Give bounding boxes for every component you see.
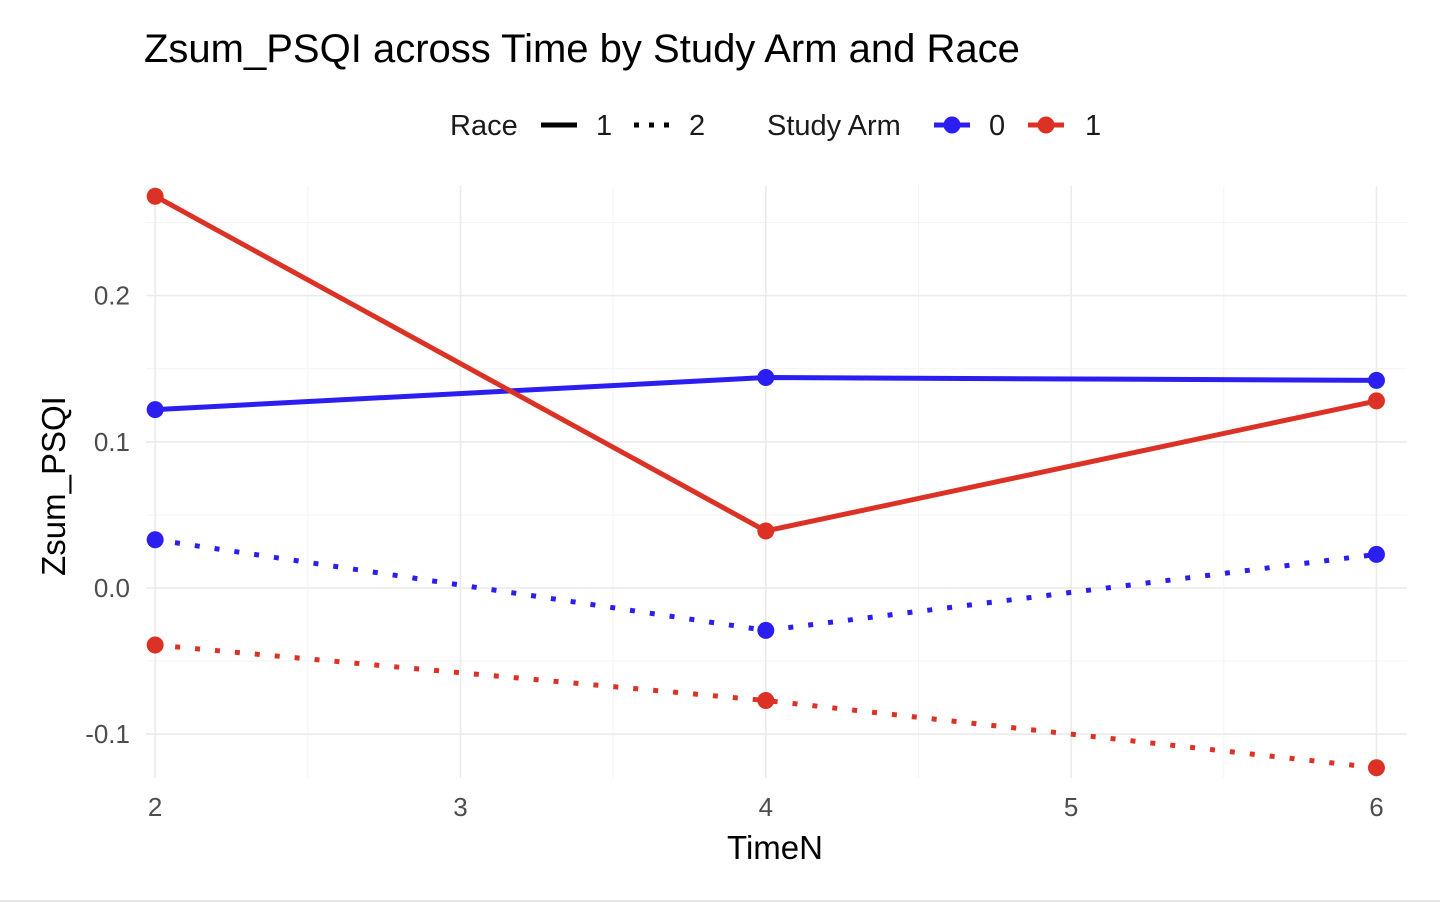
legend-arm-0-point [943,116,961,134]
x-tick-label: 6 [1369,792,1383,822]
x-tick-label: 4 [759,792,773,822]
data-point-arm-0-race-2 [1367,545,1385,563]
legend: Race 1 2 Study Arm 0 1 [450,110,1101,142]
series-line-arm-1-race-2 [154,642,1377,771]
legend-arm-1-point [1037,116,1055,134]
y-tick-label: 0.2 [94,281,130,311]
data-point-arm-1-race-1 [757,522,775,540]
legend-arm-0-label: 0 [989,110,1005,142]
points-layer [146,187,1385,777]
y-tick-label: -0.1 [85,719,130,749]
legend-race-1-label: 1 [596,110,612,142]
y-axis-tick-labels: 0.2 0.1 0.0 -0.1 [85,281,130,750]
x-axis-title: TimeN [727,829,823,866]
data-point-arm-1-race-2 [146,636,164,654]
y-tick-label: 0.0 [94,573,130,603]
data-point-arm-1-race-2 [757,692,775,710]
data-point-arm-0-race-1 [1367,371,1385,389]
y-axis-title: Zsum_PSQI [35,396,72,576]
data-point-arm-0-race-2 [757,621,775,639]
plot-area [146,186,1407,778]
y-tick-label: 0.1 [94,427,130,457]
data-point-arm-1-race-1 [1367,392,1385,410]
gridlines [146,186,1407,778]
x-axis-tick-labels: 2 3 4 5 6 [148,792,1384,822]
x-tick-label: 2 [148,792,162,822]
chart-title: Zsum_PSQI across Time by Study Arm and R… [144,27,1020,71]
legend-arm-1-label: 1 [1085,110,1101,142]
data-point-arm-1-race-2 [1367,759,1385,777]
x-tick-label: 5 [1064,792,1078,822]
legend-race-2-label: 2 [689,110,705,142]
data-point-arm-0-race-1 [757,368,775,386]
legend-arm-title: Study Arm [767,110,901,142]
data-point-arm-0-race-1 [146,401,164,419]
data-point-arm-0-race-2 [146,531,164,549]
x-tick-label: 3 [453,792,467,822]
data-point-arm-1-race-1 [146,187,164,205]
legend-race-title: Race [450,110,518,142]
